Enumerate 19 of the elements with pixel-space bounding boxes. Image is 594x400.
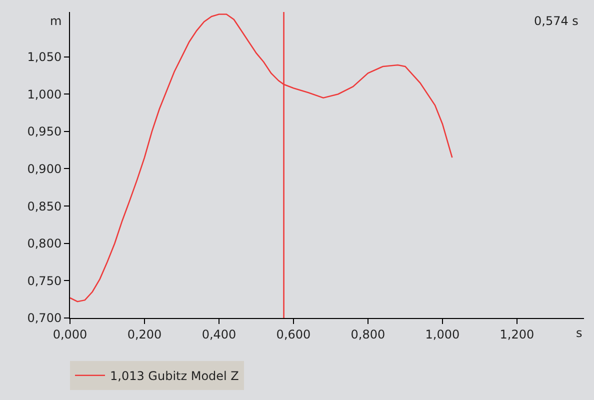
x-tick-label: 0,200 [127, 327, 162, 342]
annotation: 0,574 s [534, 14, 578, 28]
legend-label: 1,013 Gubitz Model Z [110, 369, 239, 384]
x-tick-label: 0,600 [276, 327, 311, 342]
y-tick-label: 0,800 [27, 236, 62, 251]
y-tick-label: 0,750 [27, 274, 62, 288]
x-tick-label: 0,800 [350, 327, 386, 342]
x-axis-title: s [576, 326, 582, 340]
y-tick-label: 0,950 [27, 124, 62, 139]
y-axis-title: m [50, 14, 62, 28]
x-tick-label: 0,000 [52, 327, 88, 342]
y-tick-label: 1,000 [27, 87, 62, 102]
y-tick-label: 0,850 [27, 199, 62, 214]
x-tick-label: 1,200 [500, 327, 534, 342]
y-tick-label: 0,900 [27, 162, 62, 176]
y-tick-label: 1,050 [27, 50, 62, 64]
y-tick-label: 0,700 [27, 311, 62, 326]
x-tick-label: 1,000 [425, 327, 460, 342]
x-tick-label: 0,400 [202, 327, 236, 342]
